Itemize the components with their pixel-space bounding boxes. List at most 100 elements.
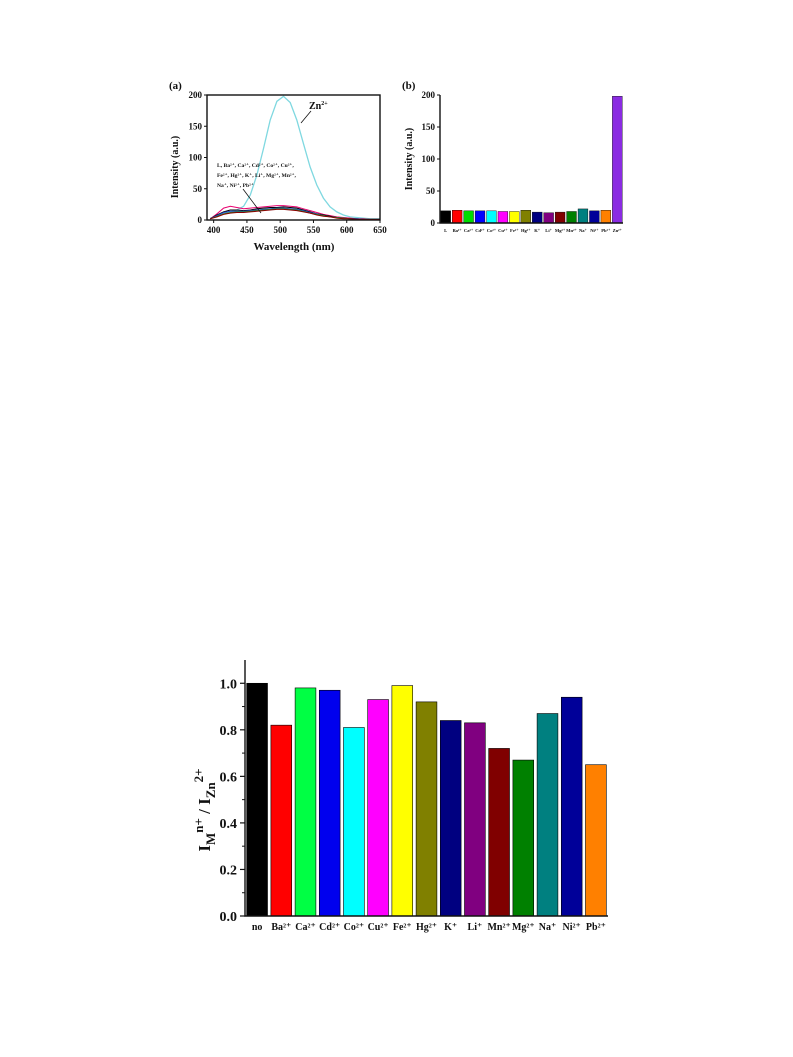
x-tick-label: 550 — [307, 225, 321, 235]
bar — [520, 209, 531, 224]
bar — [532, 211, 543, 224]
y-tick-label: 200 — [422, 90, 436, 100]
bar — [464, 722, 486, 917]
y-axis-title-a: Intensity (a.u.) — [170, 136, 181, 199]
bar — [543, 212, 554, 224]
bar — [343, 727, 365, 917]
y-tick-label: 0.4 — [220, 817, 238, 832]
category-label: Ba²⁺ — [453, 228, 463, 233]
spectra-plot-area: 0 50 100 150 200 400 450 500 550 600 650 — [189, 90, 388, 235]
bar — [497, 211, 509, 224]
category-label: Cu²⁺ — [498, 228, 508, 233]
y-tick-label: 0 — [431, 218, 436, 228]
y-tick-label: 50 — [193, 184, 203, 194]
category-label: no — [252, 922, 263, 933]
y-tick-label: 0.2 — [220, 863, 238, 878]
panel-label-b: (b) — [402, 80, 416, 92]
bar — [509, 211, 520, 224]
category-label: Pb²⁺ — [601, 228, 611, 233]
bar — [566, 211, 577, 224]
other-ions-label-line3: Na⁺, Ni²⁺, Pb²⁺ — [217, 183, 254, 189]
zn-label-pointer — [300, 110, 312, 124]
x-tick-label: 400 — [207, 225, 221, 235]
category-label: K⁺ — [444, 922, 457, 933]
x-tick-label: 450 — [240, 225, 254, 235]
category-label: Cu²⁺ — [368, 922, 389, 933]
other-ions-pointer — [242, 188, 262, 214]
category-label: L — [444, 228, 447, 233]
bar — [577, 208, 589, 224]
y-axis-title-b: Intensity (a.u.) — [404, 128, 415, 191]
intensity-bar-chart: (b) L Ba²⁺ Ca²⁺ Cd²⁺ Co²⁺ Cu²⁺ Fe²⁺ Hg²⁺ K⁺ Li⁺ Mg… — [402, 80, 623, 233]
bar — [415, 701, 438, 917]
category-label: Ba²⁺ — [271, 922, 291, 933]
category-label: Cd²⁺ — [319, 922, 340, 933]
x-tick-label: 650 — [373, 225, 387, 235]
y-tick-label: 100 — [189, 153, 203, 163]
bar — [512, 759, 535, 917]
bar — [488, 748, 510, 917]
category-label: Hg²⁺ — [416, 922, 437, 933]
y-tick-label: 150 — [422, 122, 436, 132]
y-tick-label: 0 — [198, 215, 203, 225]
plot-frame — [206, 94, 381, 221]
y-tick-label: 0.6 — [220, 770, 238, 785]
y-axis-title-ratio: IMn+ / IZn2+ — [191, 768, 218, 851]
y-tick-label: 0.8 — [220, 724, 238, 739]
bar — [585, 764, 607, 917]
category-label: Ca²⁺ — [295, 922, 316, 933]
x-tick-label: 600 — [340, 225, 354, 235]
bar — [486, 210, 497, 224]
bar — [391, 685, 414, 917]
bar — [367, 699, 389, 917]
category-label: Co²⁺ — [344, 922, 365, 933]
y-tick-label: 150 — [189, 121, 203, 131]
y-tick-label: 100 — [422, 154, 436, 164]
bar — [452, 209, 463, 224]
category-label: Cd²⁺ — [475, 228, 485, 233]
bar — [589, 210, 600, 224]
bar — [463, 210, 474, 224]
category-label: Mg²⁺ — [512, 922, 535, 933]
bar — [536, 713, 559, 917]
ratio-plot-area: no Ba²⁺ Ca²⁺ Cd²⁺ Co²⁺ Cu²⁺ Fe²⁺ Hg²⁺ K⁺ Li⁺ Mn²⁺ M… — [220, 660, 608, 933]
category-label: Zn²⁺ — [613, 228, 623, 233]
category-label: Na⁺ — [579, 228, 588, 233]
bar — [270, 724, 293, 917]
bar — [474, 210, 486, 224]
bar — [439, 720, 462, 917]
y-tick-label: 50 — [426, 186, 436, 196]
category-label: K⁺ — [534, 228, 541, 233]
category-label: Na⁺ — [539, 922, 557, 933]
x-axis-title-a: Wavelength (nm) — [254, 241, 335, 253]
bar — [600, 209, 611, 224]
panel-label-a: (a) — [169, 80, 182, 92]
bar — [554, 211, 566, 224]
intensity-plot-area: L Ba²⁺ Ca²⁺ Cd²⁺ Co²⁺ Cu²⁺ Fe²⁺ Hg²⁺ K⁺ Li⁺ Mg²⁺ Mn… — [422, 90, 623, 233]
category-label: Li⁺ — [545, 228, 552, 233]
y-tick-label: 0.0 — [220, 910, 238, 925]
ratio-bar-chart: no Ba²⁺ Ca²⁺ Cd²⁺ Co²⁺ Cu²⁺ Fe²⁺ Hg²⁺ K⁺ Li⁺ Mn²⁺ M… — [191, 660, 608, 933]
category-label: Mn²⁺ — [487, 922, 510, 933]
bar — [318, 689, 341, 917]
other-ions-label-line1: L, Ba²⁺, Ca²⁺, Cd²⁺, Co²⁺, Cu²⁺, — [217, 163, 294, 169]
bar — [612, 96, 623, 224]
axes — [439, 95, 623, 224]
category-label: Hg²⁺ — [521, 228, 531, 233]
bar — [294, 687, 317, 917]
category-label: Co²⁺ — [487, 228, 497, 233]
category-label: Li⁺ — [468, 922, 483, 933]
spectrum-line — [210, 208, 380, 220]
category-label: Fe²⁺ — [510, 228, 519, 233]
bar — [440, 210, 451, 224]
bar — [560, 696, 583, 917]
bar — [246, 682, 268, 917]
category-label: Fe²⁺ — [393, 922, 412, 933]
category-label: Ni²⁺ — [563, 922, 581, 933]
y-tick-label: 1.0 — [220, 677, 238, 692]
y-tick-label: 200 — [189, 90, 203, 100]
category-label: Mn²⁺ — [566, 228, 577, 233]
category-label: Ca²⁺ — [464, 228, 474, 233]
category-label: Ni²⁺ — [590, 228, 599, 233]
